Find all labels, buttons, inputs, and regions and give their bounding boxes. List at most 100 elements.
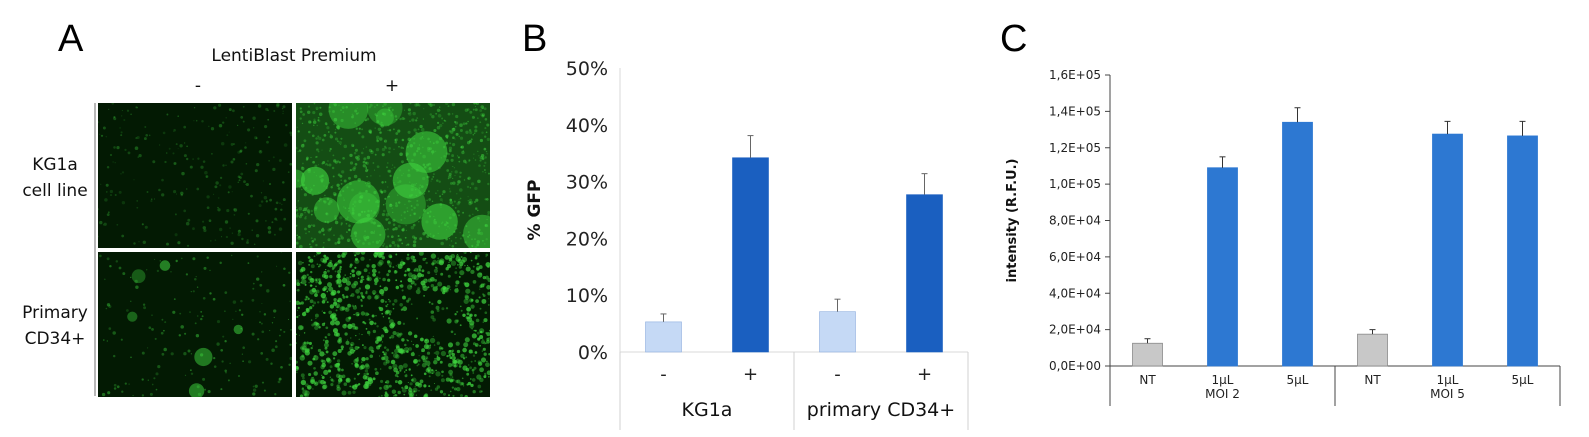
fluorescent-cell: [204, 388, 207, 391]
fluorescent-cell: [483, 107, 487, 111]
fluorescent-cell: [259, 311, 261, 313]
fluorescent-cell: [404, 203, 406, 206]
fluorescent-cell: [272, 156, 275, 159]
y-tick-label: 40%: [566, 115, 608, 137]
fluorescent-cell: [306, 273, 309, 277]
fluorescent-cell: [288, 363, 291, 366]
fluorescent-cell: [141, 394, 145, 397]
fluorescent-cell: [121, 110, 123, 112]
fluorescent-cell: [394, 270, 398, 274]
fluorescent-cell: [485, 362, 490, 368]
fluorescent-cell: [420, 280, 426, 286]
fluorescent-cell: [486, 123, 490, 127]
fluorescent-cell: [180, 193, 183, 197]
fluorescent-cell: [356, 295, 361, 299]
fluorescent-cell: [318, 326, 321, 329]
fluorescent-cell: [332, 103, 335, 105]
fluorescent-cell: [332, 351, 338, 357]
fluorescent-cell: [411, 118, 415, 122]
fluorescent-cell: [382, 105, 384, 108]
fluorescent-cell: [380, 190, 384, 194]
fluorescent-cell: [246, 238, 249, 242]
fluorescent-cell: [454, 206, 457, 209]
fluorescent-cell: [487, 182, 490, 186]
fluorescent-cell: [344, 207, 347, 209]
fluorescent-cell: [242, 105, 245, 108]
fluorescent-cell: [362, 242, 365, 245]
fluorescent-cell: [296, 333, 298, 336]
fluorescent-cell: [161, 193, 165, 197]
fluorescent-cell: [442, 122, 444, 124]
fluorescent-cell: [122, 272, 126, 276]
fluorescent-cell: [336, 306, 339, 309]
fluorescent-cell: [158, 188, 161, 192]
fluorescent-cell: [261, 330, 265, 334]
fluorescent-cell: [351, 237, 353, 240]
fluorescent-cell: [358, 239, 361, 242]
fluorescent-cell: [431, 369, 434, 372]
fluorescent-cell: [304, 227, 307, 231]
fluorescent-cell: [476, 267, 480, 271]
fluorescent-cell: [299, 284, 301, 286]
fluorescent-cell: [423, 393, 429, 397]
fluorescent-cell: [353, 252, 355, 254]
fluorescent-cell: [306, 209, 310, 213]
fluorescent-cell: [109, 264, 112, 268]
fluorescent-cell: [340, 137, 343, 140]
fluorescent-cell: [326, 188, 328, 190]
fluorescent-cell: [413, 236, 417, 240]
fluorescent-cell: [339, 234, 343, 238]
fluorescent-cell: [312, 345, 314, 347]
fluorescent-cell: [282, 283, 286, 287]
fluorescent-cell: [388, 298, 390, 301]
fluorescent-cell: [384, 140, 386, 142]
fluorescent-cell: [300, 379, 307, 386]
fluorescent-cell: [426, 212, 430, 215]
fluorescent-cell: [393, 348, 399, 354]
fluorescent-cell: [323, 311, 325, 314]
fluorescent-cell: [296, 206, 297, 208]
fluorescent-cell: [471, 291, 475, 295]
fluorescent-cell: [138, 241, 140, 243]
fluorescent-cell: [470, 269, 475, 275]
fluorescent-cell: [444, 120, 447, 122]
fluorescent-cell: [354, 326, 359, 330]
fluorescent-cell: [121, 234, 125, 238]
fluorescent-cell: [153, 377, 156, 380]
fluorescent-cell: [310, 237, 313, 240]
fluorescent-cell: [465, 225, 468, 228]
fluorescent-cell: [422, 257, 426, 262]
fluorescent-cell: [289, 300, 291, 302]
fluorescent-cell: [386, 162, 389, 164]
fluorescent-cell: [233, 208, 238, 212]
fluorescent-cell: [429, 141, 432, 143]
fluorescent-cell: [381, 153, 385, 157]
fluorescent-cell: [379, 368, 382, 370]
group-label: MOI 5: [1430, 387, 1465, 401]
fluorescent-cell: [392, 211, 394, 214]
fluorescent-cell: [245, 142, 247, 144]
fluorescent-cell: [452, 177, 454, 179]
fluorescent-cell: [394, 226, 398, 231]
fluorescent-cell: [366, 277, 370, 281]
fluorescent-cell: [307, 211, 311, 214]
fluorescent-cell: [374, 169, 376, 171]
fluorescent-cell: [98, 121, 100, 124]
fluorescent-cell: [435, 369, 437, 372]
fluorescent-cell: [360, 294, 364, 298]
fluorescent-cell: [411, 235, 416, 239]
fluorescent-cell: [374, 127, 376, 129]
fluorescent-cell: [387, 221, 391, 225]
fluorescent-cell: [159, 144, 161, 146]
fluorescent-cell: [394, 138, 399, 142]
fluorescent-cell: [228, 131, 230, 133]
fluorescent-cell: [222, 335, 225, 338]
fluorescent-cell: [297, 200, 299, 202]
fluorescent-cell: [375, 215, 378, 217]
fluorescent-cell: [174, 213, 177, 216]
fluorescent-cell: [467, 177, 470, 180]
fluorescent-cell: [98, 208, 100, 211]
fluorescent-cell: [385, 213, 390, 217]
fluorescent-cell: [376, 139, 380, 143]
fluorescent-cell: [479, 330, 483, 334]
